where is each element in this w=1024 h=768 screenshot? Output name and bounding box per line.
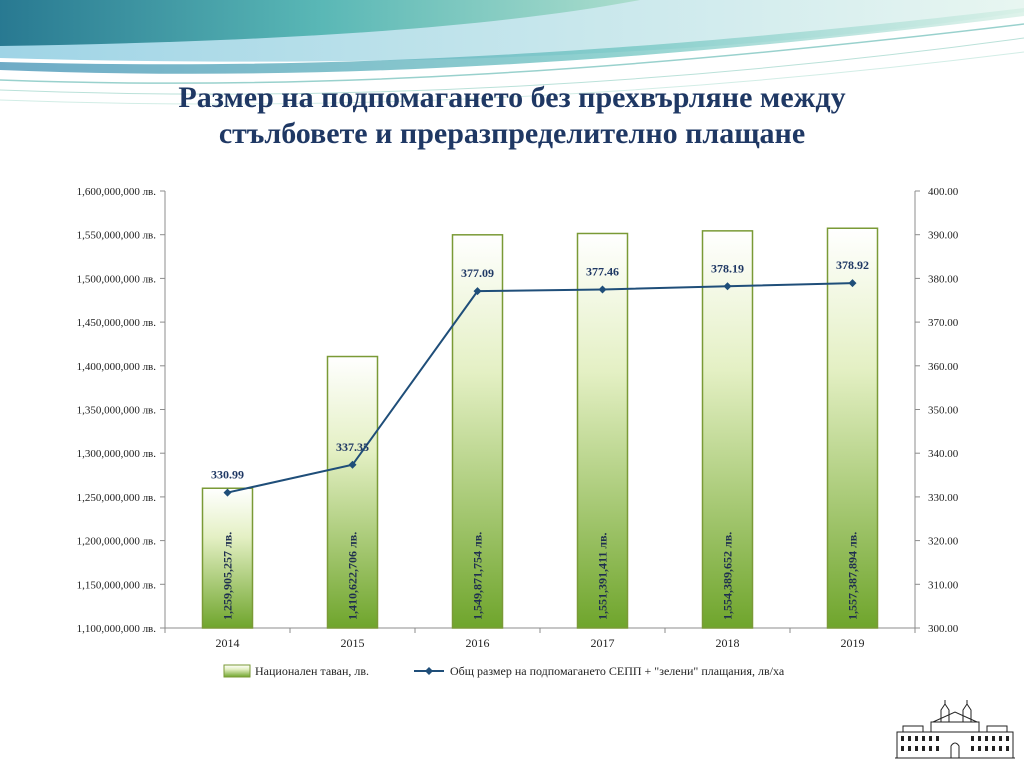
right-tick-label: 370.00 <box>928 317 959 329</box>
bar <box>826 227 879 629</box>
bar-data-label: 1,554,389,652 лв. <box>721 532 735 620</box>
left-tick-label: 1,300,000,000 лв. <box>77 448 157 460</box>
bar <box>201 487 254 629</box>
left-tick-label: 1,500,000,000 лв. <box>77 273 157 285</box>
title-line-2: стълбовете и преразпределително плащане <box>218 117 806 150</box>
line-point <box>223 488 232 497</box>
x-tick-label: 2019 <box>841 636 865 650</box>
right-tick-label: 340.00 <box>928 448 959 460</box>
left-tick-label: 1,600,000,000 лв. <box>77 186 157 198</box>
line-point <box>598 285 607 294</box>
bar-data-label: 1,557,387,894 лв. <box>846 532 860 620</box>
line-data-label: 378.92 <box>836 258 869 272</box>
x-tick-label: 2014 <box>216 636 240 650</box>
right-tick-label: 390.00 <box>928 230 959 242</box>
left-tick-label: 1,400,000,000 лв. <box>77 361 157 373</box>
right-tick-label: 380.00 <box>928 273 959 285</box>
line-point <box>473 287 482 296</box>
line-data-label: 337.35 <box>336 440 369 454</box>
left-tick-label: 1,550,000,000 лв. <box>77 230 157 242</box>
left-tick-label: 1,150,000,000 лв. <box>77 579 157 591</box>
x-tick-label: 2016 <box>466 636 490 650</box>
x-tick-label: 2017 <box>591 636 615 650</box>
line-data-label: 330.99 <box>211 468 244 482</box>
line-data-label: 377.46 <box>586 264 619 278</box>
bar-data-label: 1,410,622,706 лв. <box>346 532 360 620</box>
page-title: Размер на подпомагането без прехвърляне … <box>80 80 944 152</box>
right-tick-label: 400.00 <box>928 186 959 198</box>
legend-bar-swatch <box>223 664 251 678</box>
bar <box>326 355 379 629</box>
legend-line-label: Общ размер на подпомагането СЕПП + "зеле… <box>450 664 785 678</box>
left-tick-label: 1,100,000,000 лв. <box>77 623 157 635</box>
left-tick-label: 1,200,000,000 лв. <box>77 536 157 548</box>
bar-data-label: 1,549,871,754 лв. <box>471 532 485 620</box>
left-tick-label: 1,350,000,000 лв. <box>77 405 157 417</box>
line-point <box>723 282 732 291</box>
x-tick-label: 2015 <box>341 636 365 650</box>
bar-data-label: 1,259,905,257 лв. <box>221 532 235 620</box>
legend-bar-label: Национален таван, лв. <box>255 664 369 678</box>
line-point <box>848 279 857 288</box>
combo-chart: 1,100,000,000 лв. 1,150,000,000 лв. 1,200,… <box>77 186 959 678</box>
right-tick-label: 360.00 <box>928 361 959 373</box>
title-line-1: Размер на подпомагането без прехвърляне … <box>178 81 846 114</box>
legend: Национален таван, лв. Общ размер на подпо… <box>223 664 785 678</box>
x-tick-label: 2018 <box>716 636 740 650</box>
right-tick-label: 320.00 <box>928 536 959 548</box>
left-tick-label: 1,250,000,000 лв. <box>77 492 157 504</box>
right-tick-label: 330.00 <box>928 492 959 504</box>
bar <box>701 230 754 629</box>
bar <box>451 234 504 629</box>
bar-data-label: 1,551,391,411 лв. <box>596 532 610 620</box>
right-tick-label: 300.00 <box>928 623 959 635</box>
series-line <box>227 282 853 494</box>
line-point <box>348 460 357 469</box>
line-data-label: 378.19 <box>711 261 744 275</box>
legend-line-marker <box>425 667 433 675</box>
right-tick-label: 310.00 <box>928 579 959 591</box>
building-illustration-icon <box>893 698 1017 762</box>
line-data-label: 377.09 <box>461 266 494 280</box>
bar <box>576 232 629 629</box>
left-tick-label: 1,450,000,000 лв. <box>77 317 157 329</box>
right-tick-label: 350.00 <box>928 405 959 417</box>
wave-banner <box>0 0 1024 105</box>
